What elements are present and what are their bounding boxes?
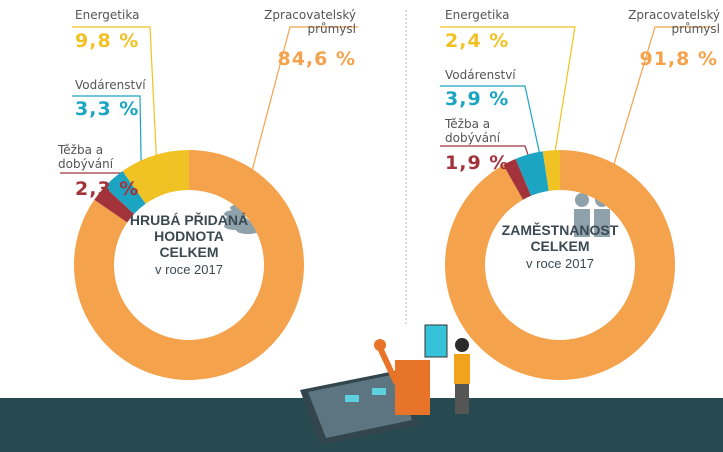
center-text: ZAMĚSTNANOST CELKEM v roce 2017 [495, 222, 625, 271]
category-label: Energetika [75, 8, 139, 22]
center-subtitle: v roce 2017 [495, 256, 625, 271]
value-label: 1,9 % [445, 152, 509, 174]
value-label: 2,4 % [445, 30, 509, 52]
value-label: 91,8 % [639, 48, 718, 70]
category-label: Vodárenství [445, 68, 516, 82]
category-label: Vodárenství [75, 78, 146, 92]
center-title: HRUBÁ PŘIDANÁ HODNOTA CELKEM [124, 212, 254, 260]
center-subtitle: v roce 2017 [124, 262, 254, 277]
center-text: HRUBÁ PŘIDANÁ HODNOTA CELKEM v roce 2017 [124, 212, 254, 277]
value-label: 3,3 % [75, 98, 139, 120]
category-label: Zpracovatelský průmysl [610, 8, 720, 36]
value-label: 84,6 % [277, 48, 356, 70]
category-label: Těžba a dobývání [58, 143, 138, 171]
value-label: 3,9 % [445, 88, 509, 110]
value-label: 2,3 % [75, 178, 139, 200]
value-label: 9,8 % [75, 30, 139, 52]
infographic: Zpracovatelský průmysl 84,6 % Těžba a dobý… [0, 0, 723, 452]
category-label: Zpracovatelský průmysl [246, 8, 356, 36]
center-title: ZAMĚSTNANOST CELKEM [495, 222, 625, 254]
category-label: Těžba a dobývání [445, 117, 525, 145]
category-label: Energetika [445, 8, 509, 22]
